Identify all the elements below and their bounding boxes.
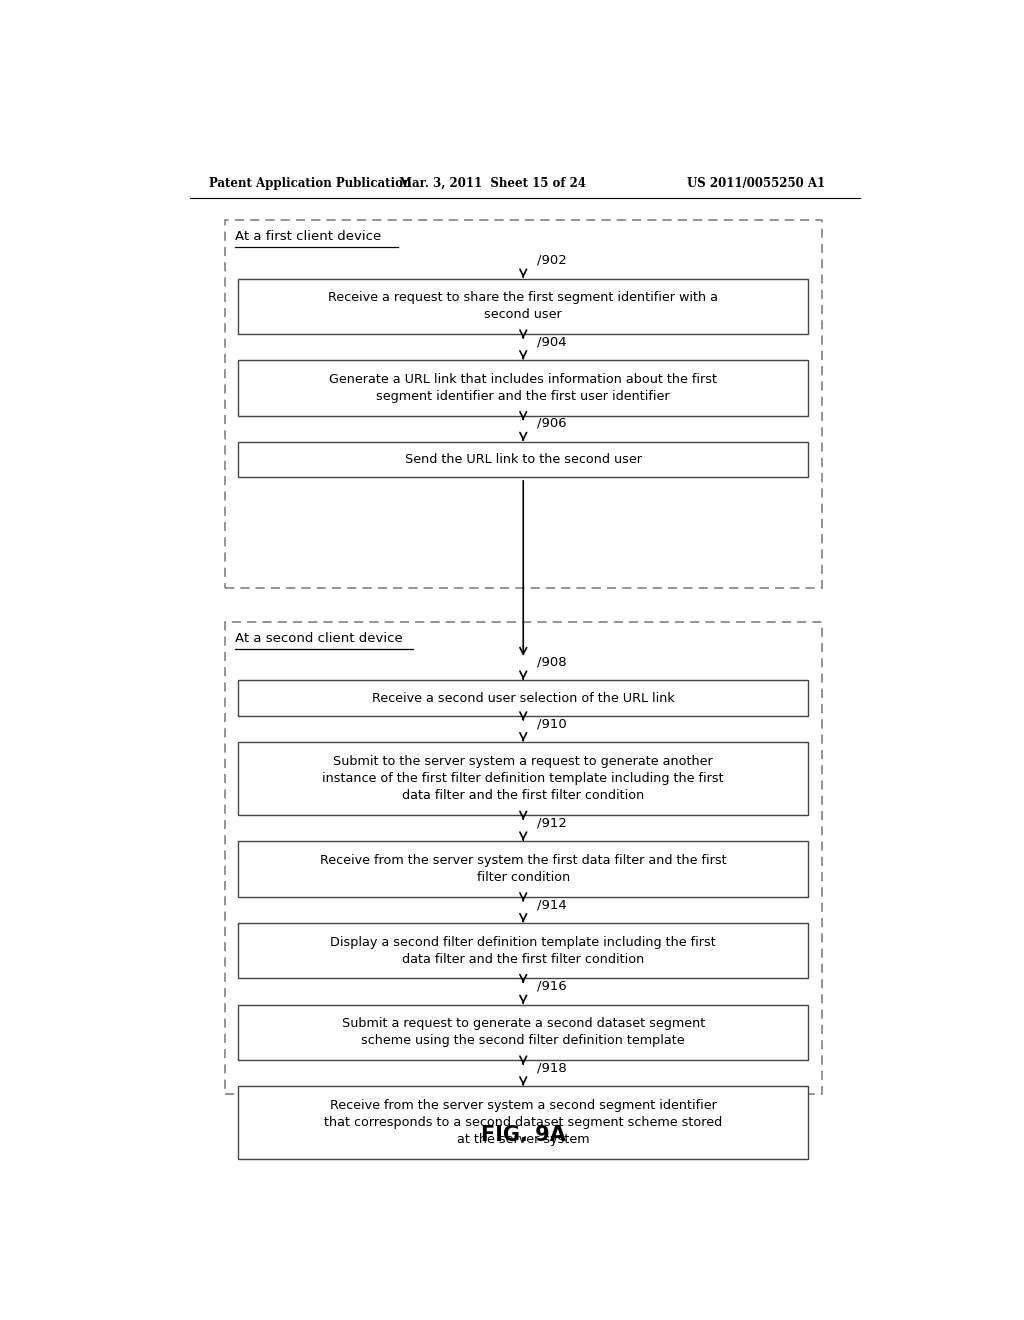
Bar <box>225 622 821 1094</box>
Text: FIG. 9A: FIG. 9A <box>481 1125 565 1144</box>
Text: /908: /908 <box>538 656 567 668</box>
Bar <box>239 923 808 978</box>
Text: /916: /916 <box>538 979 567 993</box>
Bar <box>239 1005 808 1060</box>
Text: Receive a second user selection of the URL link: Receive a second user selection of the U… <box>372 692 675 705</box>
Text: Send the URL link to the second user: Send the URL link to the second user <box>404 453 642 466</box>
Text: Generate a URL link that includes information about the first
segment identifier: Generate a URL link that includes inform… <box>330 372 717 403</box>
Text: /904: /904 <box>538 335 567 348</box>
Text: At a second client device: At a second client device <box>234 632 402 645</box>
Text: Mar. 3, 2011  Sheet 15 of 24: Mar. 3, 2011 Sheet 15 of 24 <box>398 177 586 190</box>
Bar <box>239 360 808 416</box>
Bar <box>225 220 821 589</box>
Text: Receive from the server system a second segment identifier
that corresponds to a: Receive from the server system a second … <box>325 1100 722 1146</box>
Text: /910: /910 <box>538 717 567 730</box>
Text: Submit to the server system a request to generate another
instance of the first : Submit to the server system a request to… <box>323 755 724 803</box>
Text: /912: /912 <box>538 816 567 829</box>
Bar <box>239 681 808 715</box>
Text: /918: /918 <box>538 1061 567 1074</box>
Text: Receive a request to share the first segment identifier with a
second user: Receive a request to share the first seg… <box>329 292 718 321</box>
Text: /906: /906 <box>538 417 567 430</box>
Text: Submit a request to generate a second dataset segment
scheme using the second fi: Submit a request to generate a second da… <box>342 1018 705 1047</box>
Bar <box>239 279 808 334</box>
Text: Display a second filter definition template including the first
data filter and : Display a second filter definition templ… <box>331 936 716 966</box>
Text: Receive from the server system the first data filter and the first
filter condit: Receive from the server system the first… <box>319 854 727 884</box>
Bar <box>239 841 808 896</box>
Bar <box>239 442 808 478</box>
Text: /902: /902 <box>538 253 567 267</box>
Bar <box>239 742 808 816</box>
Text: At a first client device: At a first client device <box>234 230 381 243</box>
Text: /914: /914 <box>538 898 567 911</box>
Text: US 2011/0055250 A1: US 2011/0055250 A1 <box>687 177 825 190</box>
Bar <box>239 1086 808 1159</box>
Text: Patent Application Publication: Patent Application Publication <box>209 177 412 190</box>
